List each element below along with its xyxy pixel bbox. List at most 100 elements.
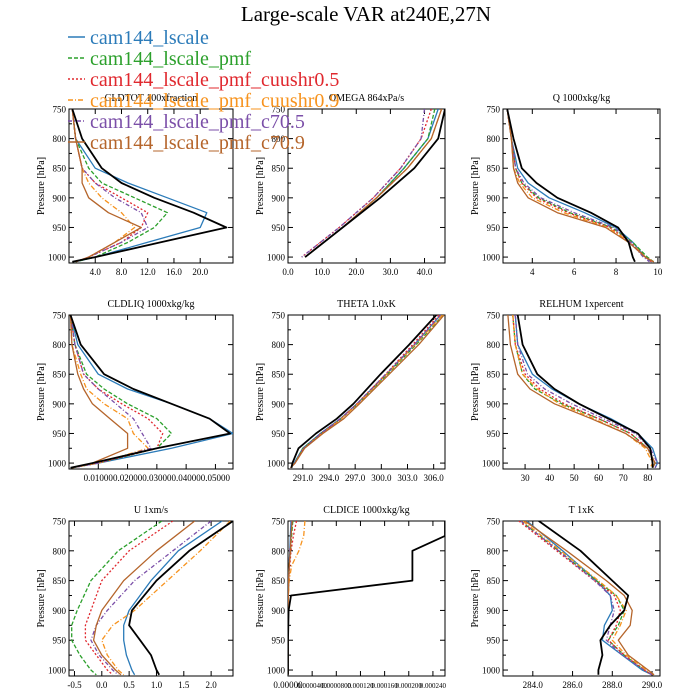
series-line-cam144-lscale-pmf-cuushr0-9 <box>522 521 655 676</box>
x-tick-label: 297.0 <box>345 473 366 483</box>
y-tick-label: 850 <box>53 164 67 174</box>
x-tick-label: 10.0 <box>314 267 330 277</box>
y-tick-label: 900 <box>53 606 67 616</box>
y-axis-label: Pressure [hPa] <box>255 569 266 627</box>
series-group <box>301 109 445 258</box>
panel-6: RELHUM 1xpercent 750 800 850 900 950 1000 30 40 5… <box>470 299 661 483</box>
y-tick-label: 800 <box>53 340 67 350</box>
y-tick-label: 1000 <box>482 666 501 676</box>
x-tick-label: 0.000200 <box>396 682 423 690</box>
series-line-cam144-lscale-pmf-c70-5 <box>514 315 659 469</box>
x-tick-label: 20.0 <box>192 267 208 277</box>
panel-frame <box>68 314 234 470</box>
series-line-cam144-lscale-pmf-cuushr0-5 <box>288 521 298 675</box>
series-line-cam144-lscale-pmf-c70-9 <box>290 315 445 469</box>
series-line-cam144-lscale-pmf-c70-5 <box>90 521 212 676</box>
panel-title: OMEGA 864xPa/s <box>329 93 404 104</box>
y-tick-label: 900 <box>272 606 286 616</box>
panel-2: OMEGA 864xPa/s 750 800 850 900 950 1000 0.0 10.0… <box>255 93 446 277</box>
y-axis-label: Pressure [hPa] <box>255 363 266 421</box>
x-tick-label: 70 <box>619 473 629 483</box>
panel-frame <box>287 314 446 470</box>
panel-title: CLDLIQ 1000xkg/kg <box>108 299 195 310</box>
series-line-reference <box>288 521 445 675</box>
panel-1: CLDTOT 100xfraction 750 800 850 900 950 1000 4.… <box>36 93 234 277</box>
series-line-cam144-lscale-pmf-cuushr0-5 <box>301 109 432 258</box>
x-tick-label: 60 <box>594 473 604 483</box>
legend-label: cam144_lscale_pmf_cuushr0.5 <box>90 69 339 91</box>
panel-title: Q 1000xkg/kg <box>553 93 611 104</box>
series-line-cam144-lscale-pmf <box>506 109 655 263</box>
x-tick-label: 12.0 <box>140 267 156 277</box>
series-line-cam144-lscale-pmf-cuushr0-5 <box>518 521 653 676</box>
series-line-cam144-lscale-pmf-c70-9 <box>524 521 655 676</box>
x-tick-label: 0.0000400 <box>297 682 327 690</box>
x-tick-label: 0.01000 <box>84 473 114 483</box>
series-line-cam144-lscale <box>71 109 208 263</box>
series-line-cam144-lscale-pmf-c70-9 <box>506 109 655 263</box>
x-tick-label: 0.04000 <box>172 473 202 483</box>
y-tick-label: 950 <box>487 636 501 646</box>
x-tick-label: 303.0 <box>397 473 418 483</box>
series-line-cam144-lscale-pmf-cuushr0-9 <box>288 521 306 675</box>
y-tick-label: 800 <box>53 546 67 556</box>
x-tick-label: 8 <box>614 267 619 277</box>
x-tick-label: 2.0 <box>206 680 218 690</box>
legend-label: cam144_lscale <box>90 27 209 49</box>
panel-5: THETA 1.0xK 750 800 850 900 950 1000 291.0 294.0… <box>255 299 446 483</box>
series-group <box>518 521 655 676</box>
series-line-cam144-lscale-pmf-c70-5 <box>301 109 426 258</box>
series-line-reference <box>128 521 233 676</box>
series-line-cam144-lscale-pmf-c70-9 <box>69 315 129 469</box>
series-group <box>69 315 233 469</box>
y-tick-label: 850 <box>487 576 501 586</box>
series-line-cam144-lscale <box>304 109 439 258</box>
series-line-cam144-lscale-pmf <box>71 109 169 263</box>
panel-frame <box>502 520 661 677</box>
y-tick-label: 1000 <box>48 253 67 263</box>
y-tick-label: 900 <box>487 193 501 203</box>
x-tick-label: 1.0 <box>151 680 163 690</box>
series-line-cam144-lscale-pmf-cuushr0-9 <box>506 109 655 263</box>
y-tick-label: 850 <box>272 370 286 380</box>
y-axis-label: Pressure [hPa] <box>36 363 47 421</box>
x-tick-label: 0.0000800 <box>321 682 351 690</box>
y-tick-label: 850 <box>272 576 286 586</box>
y-tick-label: 950 <box>487 429 501 439</box>
y-tick-label: 750 <box>487 311 501 321</box>
y-tick-label: 1000 <box>267 666 286 676</box>
y-tick-label: 900 <box>272 399 286 409</box>
series-line-cam144-lscale-pmf-cuushr0-9 <box>69 315 149 469</box>
y-tick-label: 800 <box>487 340 501 350</box>
series-line-cam144-lscale-pmf-c70-5 <box>520 521 653 676</box>
y-tick-label: 950 <box>272 429 286 439</box>
panel-title: RELHUM 1xpercent <box>539 299 623 310</box>
y-tick-label: 850 <box>53 576 67 586</box>
x-tick-label: 284.0 <box>523 680 544 690</box>
y-axis-label: Pressure [hPa] <box>255 157 266 215</box>
panel-frame <box>68 108 234 264</box>
series-line-cam144-lscale-pmf <box>520 521 653 676</box>
series-line-cam144-lscale <box>526 521 653 676</box>
x-tick-label: 8.0 <box>116 267 128 277</box>
series-line-cam144-lscale-pmf-cuushr0-5 <box>84 521 174 676</box>
x-tick-label: 291.0 <box>293 473 314 483</box>
y-tick-label: 1000 <box>482 253 501 263</box>
y-tick-label: 850 <box>53 370 67 380</box>
series-group <box>288 521 445 675</box>
x-tick-label: 0.0 <box>282 267 294 277</box>
y-tick-label: 1000 <box>267 253 286 263</box>
y-tick-label: 950 <box>272 223 286 233</box>
series-line-cam144-lscale-pmf-c70-5 <box>290 315 442 469</box>
panel-frame <box>502 314 661 470</box>
y-tick-label: 750 <box>53 105 67 115</box>
x-tick-label: 1.5 <box>178 680 190 690</box>
y-tick-label: 950 <box>272 636 286 646</box>
x-tick-label: 50 <box>570 473 580 483</box>
x-tick-label: 0.02000 <box>113 473 143 483</box>
y-axis-label: Pressure [hPa] <box>470 157 481 215</box>
y-tick-label: 750 <box>487 105 501 115</box>
x-tick-label: 10 <box>653 267 663 277</box>
panel-8: CLDICE 1000xkg/kg 750 800 850 900 950 1000 0.00… <box>255 505 447 690</box>
panel-title: T 1xK <box>569 505 595 516</box>
